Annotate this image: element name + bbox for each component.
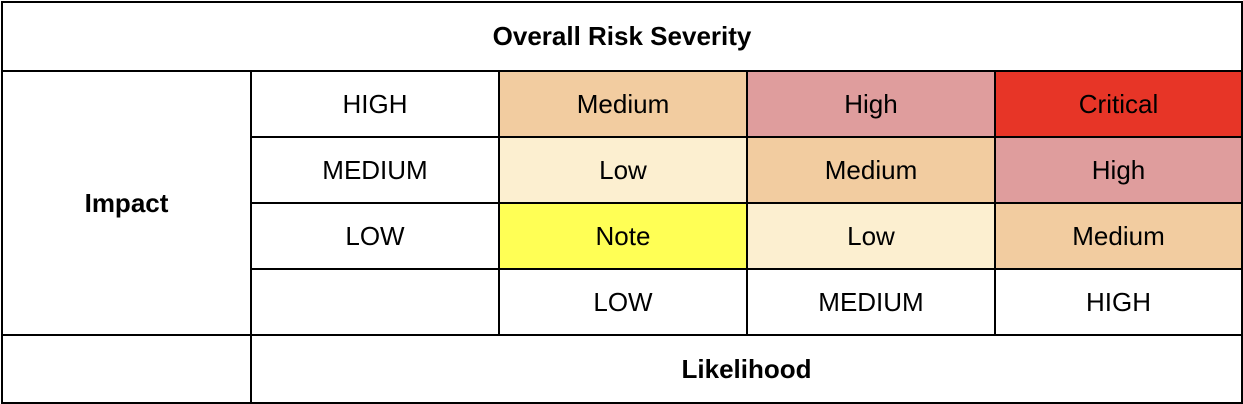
severity-cell: High	[746, 70, 996, 138]
empty-corner-cell	[250, 268, 500, 336]
impact-axis-label: Impact	[1, 70, 252, 336]
severity-cell: Low	[746, 202, 996, 270]
impact-level-high: HIGH	[250, 70, 500, 138]
severity-cell: Medium	[993, 202, 1243, 270]
impact-level-low: LOW	[250, 202, 500, 270]
empty-footer-cell	[1, 334, 252, 404]
impact-level-medium: MEDIUM	[250, 136, 500, 204]
severity-cell: High	[993, 136, 1243, 204]
likelihood-level-low: LOW	[498, 268, 748, 336]
severity-cell: Note	[498, 202, 748, 270]
likelihood-axis-label: Likelihood	[249, 334, 1243, 404]
severity-cell: Medium	[498, 70, 748, 138]
severity-cell: Low	[498, 136, 748, 204]
matrix-title: Overall Risk Severity	[0, 1, 1243, 72]
severity-cell: Critical	[993, 70, 1243, 138]
likelihood-level-high: HIGH	[993, 268, 1243, 336]
likelihood-level-medium: MEDIUM	[746, 268, 996, 336]
severity-cell: Medium	[746, 136, 996, 204]
